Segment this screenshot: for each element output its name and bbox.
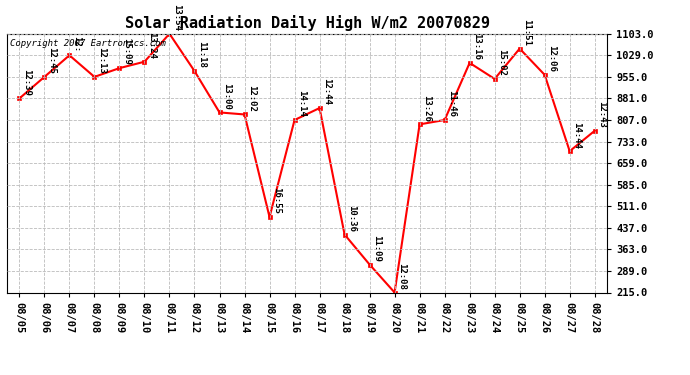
Text: 11:46: 11:46: [447, 90, 456, 117]
Text: 13:24: 13:24: [147, 32, 156, 59]
Text: 12:39: 12:39: [22, 69, 31, 96]
Text: 14:44: 14:44: [573, 122, 582, 148]
Text: 13:54: 13:54: [172, 4, 181, 31]
Text: 12:08: 12:08: [397, 263, 406, 290]
Text: 13:00: 13:00: [222, 83, 231, 110]
Text: 15:02: 15:02: [497, 49, 506, 76]
Text: 13:26: 13:26: [422, 95, 431, 122]
Text: 11:51: 11:51: [522, 19, 531, 46]
Text: 12:: 12:: [72, 36, 81, 52]
Text: Copyright 2007 Eartronics.com: Copyright 2007 Eartronics.com: [10, 39, 166, 48]
Text: 12:13: 12:13: [97, 47, 106, 74]
Text: 11:18: 11:18: [197, 41, 206, 68]
Text: 15:09: 15:09: [122, 39, 131, 65]
Text: 12:45: 12:45: [47, 47, 56, 74]
Text: 13:16: 13:16: [473, 33, 482, 60]
Title: Solar Radiation Daily High W/m2 20070829: Solar Radiation Daily High W/m2 20070829: [125, 15, 489, 31]
Text: 16:55: 16:55: [273, 188, 282, 214]
Text: 12:02: 12:02: [247, 85, 256, 112]
Text: 11:09: 11:09: [373, 235, 382, 262]
Text: 12:43: 12:43: [598, 101, 607, 128]
Text: 10:36: 10:36: [347, 205, 356, 232]
Text: 12:44: 12:44: [322, 78, 331, 105]
Text: 14:14: 14:14: [297, 90, 306, 117]
Text: 12:06: 12:06: [547, 45, 556, 72]
